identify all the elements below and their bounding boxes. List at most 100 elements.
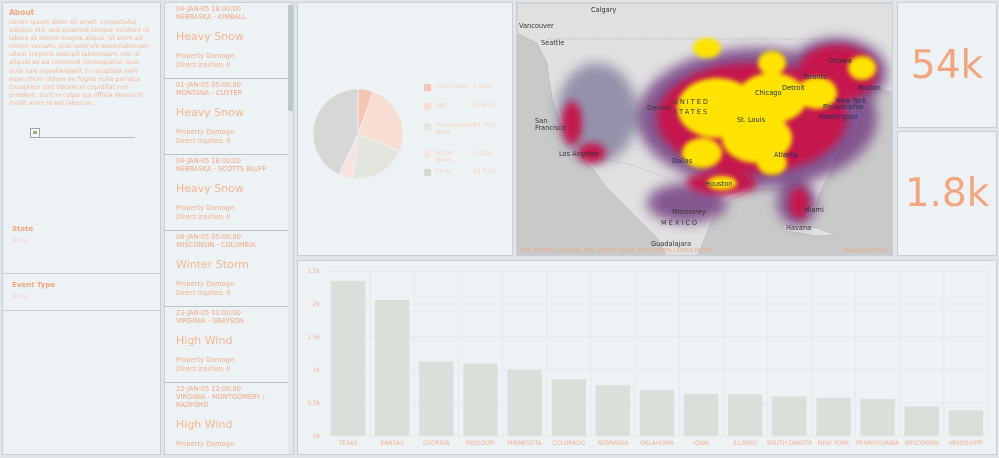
x-tick-label: NEW YORK bbox=[818, 441, 849, 447]
about-text: Lorem ipsum dolor sit amet, consectetur … bbox=[9, 19, 150, 107]
bar-wisconsin[interactable] bbox=[904, 406, 940, 436]
event-location: VIRGINIA - MONTGOMERY / RADFORD bbox=[176, 393, 265, 409]
event-type-pie-panel: Flash Flood 5.52% Hail 25.63% Thundersto… bbox=[297, 2, 513, 256]
event-location: NEBRASKA - KIMBALL bbox=[176, 13, 247, 21]
legend-name: Other bbox=[435, 169, 452, 175]
x-tick-label: SOUTH DAKOTA bbox=[767, 441, 813, 447]
legend-percent: 20.76% bbox=[473, 123, 496, 129]
x-tick-label: KANSAS bbox=[380, 441, 404, 447]
event-date: 04-JAN-05 18:00:00 bbox=[176, 157, 241, 165]
event-list-scrollbar[interactable] bbox=[288, 3, 293, 454]
bar-colorado[interactable] bbox=[551, 379, 586, 436]
legend-name: Winter Storm bbox=[435, 151, 455, 164]
bar-pennsylvania[interactable] bbox=[860, 399, 895, 436]
bar-mississippi[interactable] bbox=[948, 410, 984, 436]
legend-swatch bbox=[424, 103, 431, 110]
bar-minnesota[interactable] bbox=[507, 369, 542, 436]
events-by-state-bar-panel: 0k 0.5k 1k 1.5k 2k 2.5k TEXAS KANSAS GEORGIA MISS… bbox=[297, 260, 997, 455]
bar-south-dakota[interactable] bbox=[772, 396, 807, 436]
legend-swatch bbox=[424, 123, 431, 130]
legend-name: Hail bbox=[435, 103, 447, 109]
pie-legend-item[interactable]: Other 43.03% bbox=[424, 169, 497, 176]
event-card[interactable]: 01-JAN-05 05:00:00 MONTANA - CUSTER Heav… bbox=[165, 79, 293, 155]
legend-swatch bbox=[424, 84, 431, 91]
pie-legend-item[interactable]: Winter Storm 5.11% bbox=[424, 151, 497, 165]
y-tick-label: 2.5k bbox=[307, 269, 320, 275]
event-card[interactable]: 04-JAN-05 18:00:00 NEBRASKA - SCOTTS BLU… bbox=[165, 155, 293, 231]
pie-legend-item[interactable]: Thunderstorm Wind 20.76% bbox=[424, 123, 497, 137]
map-label-detroit: Detroit bbox=[782, 84, 805, 92]
broken-image-placeholder bbox=[30, 128, 135, 139]
bar-oklahoma[interactable] bbox=[639, 389, 675, 436]
y-tick-label: 1.5k bbox=[307, 335, 320, 341]
pie-legend-item[interactable]: Hail 25.63% bbox=[424, 103, 497, 110]
map-label-st-louis: St. Louis bbox=[737, 116, 766, 124]
x-tick-label: PENNSYLVANIA bbox=[856, 441, 899, 447]
event-property-damage: Property Damage: bbox=[176, 128, 237, 136]
pie-slice[interactable] bbox=[312, 88, 359, 176]
x-tick-label: TEXAS bbox=[338, 441, 358, 447]
event-card[interactable]: 04-JAN-05 18:00:00 NEBRASKA - KIMBALL He… bbox=[165, 3, 293, 79]
y-tick-label: 1k bbox=[313, 368, 321, 374]
legend-name: Thunderstorm Wind bbox=[435, 123, 476, 136]
bar-new-york[interactable] bbox=[816, 397, 851, 436]
bar-georgia[interactable] bbox=[419, 361, 454, 436]
total-events-value: 54k bbox=[910, 42, 984, 88]
event-property-damage: Property Damage: bbox=[176, 440, 237, 448]
event-location: WISCONSIN - COLUMBIA bbox=[176, 241, 256, 249]
bar-kansas[interactable] bbox=[374, 300, 410, 436]
pie-slice[interactable] bbox=[357, 91, 404, 152]
map-label-guadalajara: Guadalajara bbox=[651, 240, 692, 248]
bar-iowa[interactable] bbox=[683, 393, 719, 436]
event-card[interactable]: 06-JAN-05 05:00:00 WISCONSIN - COLUMBIA … bbox=[165, 231, 293, 307]
about-panel: About Lorem ipsum dolor sit amet, consec… bbox=[2, 2, 161, 455]
map-label-united-states: UNITED STATES bbox=[673, 98, 710, 116]
state-filter-select[interactable]: None bbox=[12, 237, 29, 245]
state-filter-label: State bbox=[12, 225, 34, 234]
about-section: About Lorem ipsum dolor sit amet, consec… bbox=[3, 3, 160, 274]
event-direct-injuries: Direct Injuries: 0 bbox=[176, 213, 231, 222]
map-label-chicago: Chicago bbox=[755, 89, 782, 97]
event-list-scroll-thumb[interactable] bbox=[288, 5, 293, 111]
event-type-filter-select[interactable]: None bbox=[12, 293, 29, 300]
event-property-damage: Property Damage: bbox=[176, 280, 237, 288]
bar-nebraska[interactable] bbox=[595, 385, 631, 436]
event-list-panel[interactable]: 04-JAN-05 18:00:00 NEBRASKA - KIMBALL He… bbox=[164, 2, 294, 455]
secondary-stat-panel: 1.8k bbox=[897, 131, 997, 256]
legend-swatch bbox=[424, 151, 431, 158]
event-date: 01-JAN-05 05:00:00 bbox=[176, 81, 241, 89]
bar-illinois[interactable] bbox=[728, 394, 763, 436]
event-type: Winter Storm bbox=[176, 258, 249, 271]
total-events-stat-panel: 54k bbox=[897, 2, 997, 128]
map-label-seattle: Seattle bbox=[541, 39, 565, 47]
event-date: 04-JAN-05 18:00:00 bbox=[176, 5, 241, 13]
event-direct-injuries: Direct Injuries: 0 bbox=[176, 289, 231, 298]
x-tick-label: OKLAHOMA bbox=[640, 441, 674, 447]
bar-missouri[interactable] bbox=[463, 363, 498, 436]
x-tick-label: GEORGIA bbox=[423, 441, 450, 447]
event-date: 22-JAN-05 22:00:00 bbox=[176, 385, 241, 393]
heat-layer-yellow bbox=[677, 38, 876, 190]
event-direct-injuries: Direct Injuries: 0 bbox=[176, 365, 231, 374]
event-card[interactable]: 22-JAN-05 22:00:00 VIRGINIA - MONTGOMERY… bbox=[165, 383, 293, 454]
event-card[interactable]: 23-JAN-05 02:00:00 VIRGINIA - GRAYSON Hi… bbox=[165, 307, 293, 383]
x-tick-label: COLORADO bbox=[552, 441, 585, 447]
event-type-section: Event Type None bbox=[3, 274, 160, 311]
event-location: MONTANA - CUSTER bbox=[176, 89, 243, 97]
pie-slice[interactable] bbox=[352, 133, 401, 180]
heatmap-map-panel[interactable]: Calgary Vancouver Seattle Ottawa Toronto… bbox=[516, 2, 893, 256]
legend-percent: 5.52% bbox=[473, 84, 492, 90]
pie-legend-item[interactable]: Flash Flood 5.52% bbox=[424, 84, 497, 91]
bar-texas[interactable] bbox=[330, 280, 366, 436]
map-label-dallas: Dallas bbox=[672, 157, 693, 165]
event-type-filter-label: Event Type bbox=[12, 281, 56, 289]
y-tick-label: 0.5k bbox=[307, 401, 320, 407]
map-label-miami: Miami bbox=[804, 206, 824, 214]
heatmap-map[interactable] bbox=[517, 3, 893, 256]
event-type: Heavy Snow bbox=[176, 30, 244, 43]
legend-percent: 5.11% bbox=[473, 151, 492, 157]
powered-by-esri[interactable]: Powered by Esri bbox=[843, 248, 888, 254]
event-list: 04-JAN-05 18:00:00 NEBRASKA - KIMBALL He… bbox=[165, 3, 293, 454]
event-type: High Wind bbox=[176, 418, 233, 431]
map-label-boston: Boston bbox=[858, 84, 881, 92]
